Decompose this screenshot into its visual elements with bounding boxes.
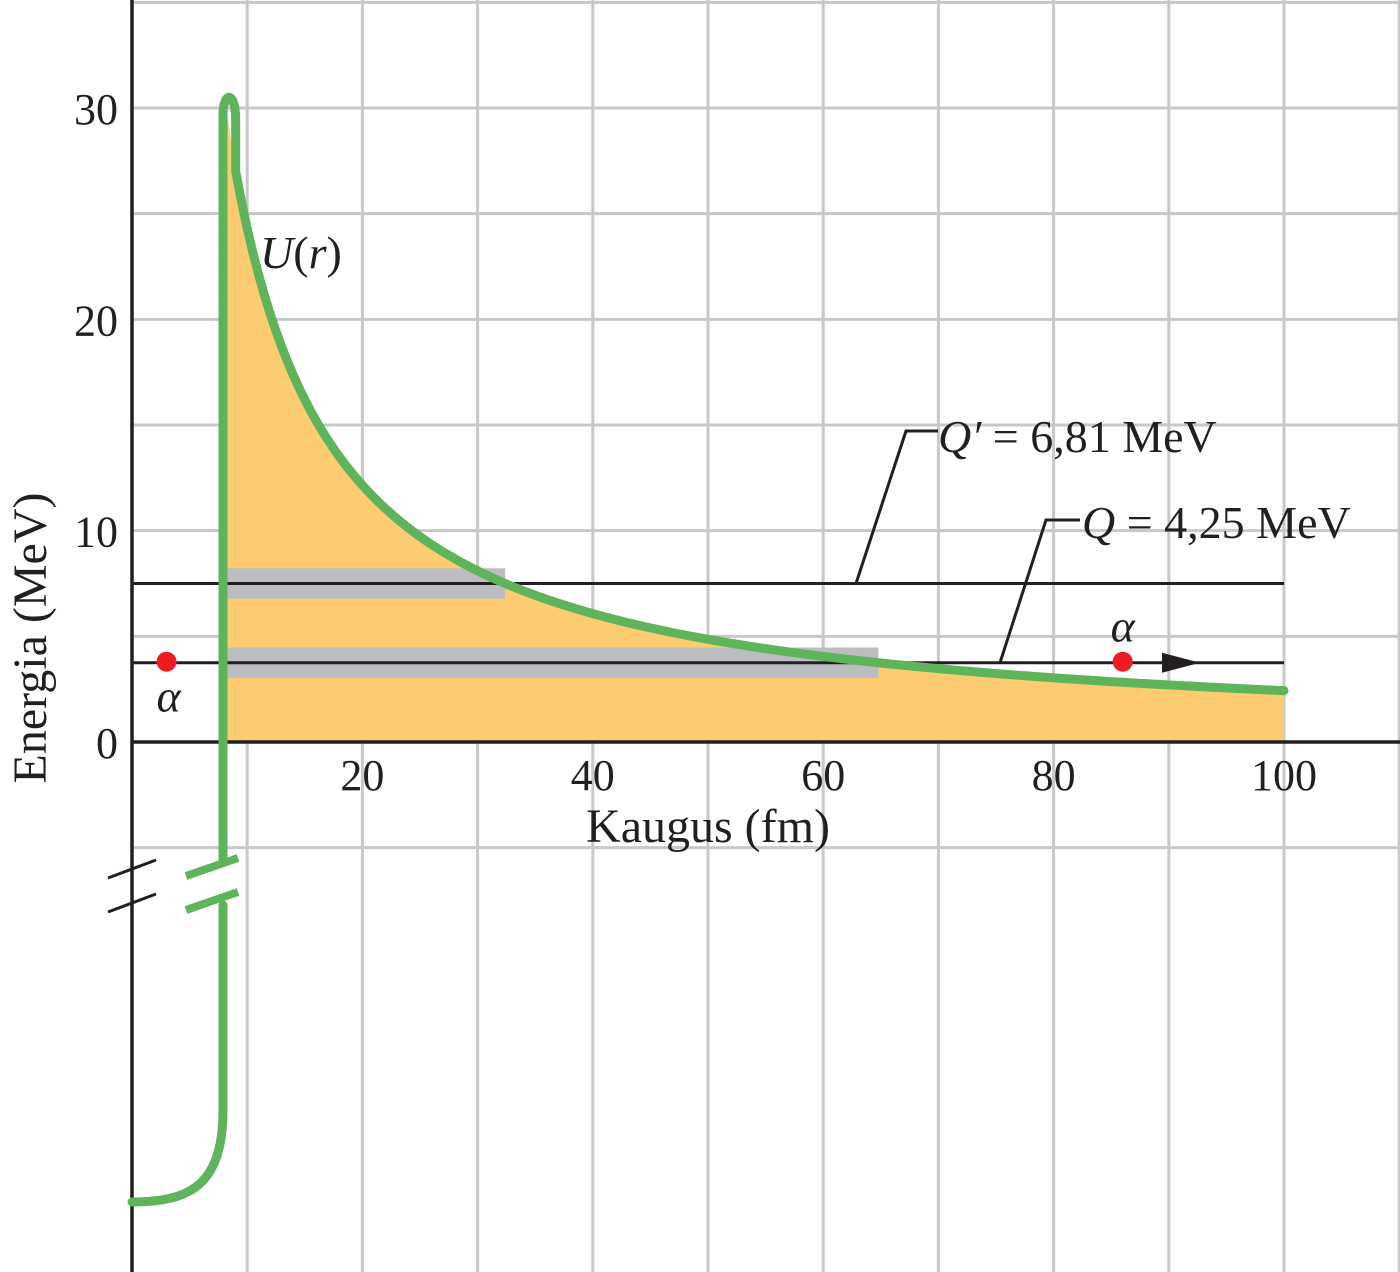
axis-break-mark	[107, 858, 157, 880]
energy-level-labels: Q′ = 6,81 MeV Q = 4,25 MeV	[938, 411, 1351, 548]
y-tick-label: 20	[74, 296, 118, 345]
x-tick-label: 20	[340, 751, 384, 800]
curve-break-mark	[184, 888, 240, 914]
q-label: Q = 4,25 MeV	[1082, 497, 1351, 548]
axis-break-marks	[107, 854, 240, 914]
q-prime-leader-line	[854, 429, 938, 584]
tick-labels: 20 40 60 80 100 0 10 20 30	[74, 85, 1317, 800]
alpha-label: α	[156, 671, 181, 722]
y-tick-label: 0	[96, 719, 118, 768]
axis-break-mark	[107, 892, 157, 914]
alpha-particle	[1112, 651, 1133, 672]
curve-label: U(r)	[260, 227, 342, 278]
x-tick-label: 40	[571, 751, 615, 800]
q-leader-line	[998, 518, 1080, 664]
alpha-arrow-head	[1162, 652, 1200, 673]
potential-curve-lower	[127, 900, 228, 1207]
x-tick-label: 100	[1251, 751, 1317, 800]
alpha-particles: αα	[156, 601, 1200, 722]
alpha-label: α	[1111, 601, 1136, 652]
curve-break-mark	[184, 854, 240, 880]
potential-curve	[218, 92, 1289, 867]
axes	[130, 0, 1400, 1272]
x-tick-label: 80	[1032, 751, 1076, 800]
x-axis-title: Kaugus (fm)	[586, 800, 830, 853]
y-tick-label: 30	[74, 85, 118, 134]
y-axis-title: Energia (MeV)	[4, 493, 57, 784]
alpha-particle	[156, 651, 177, 672]
y-tick-label: 10	[74, 508, 118, 557]
energy-levels	[132, 429, 1284, 665]
x-tick-label: 60	[801, 751, 845, 800]
q-prime-label: Q′ = 6,81 MeV	[938, 411, 1217, 462]
